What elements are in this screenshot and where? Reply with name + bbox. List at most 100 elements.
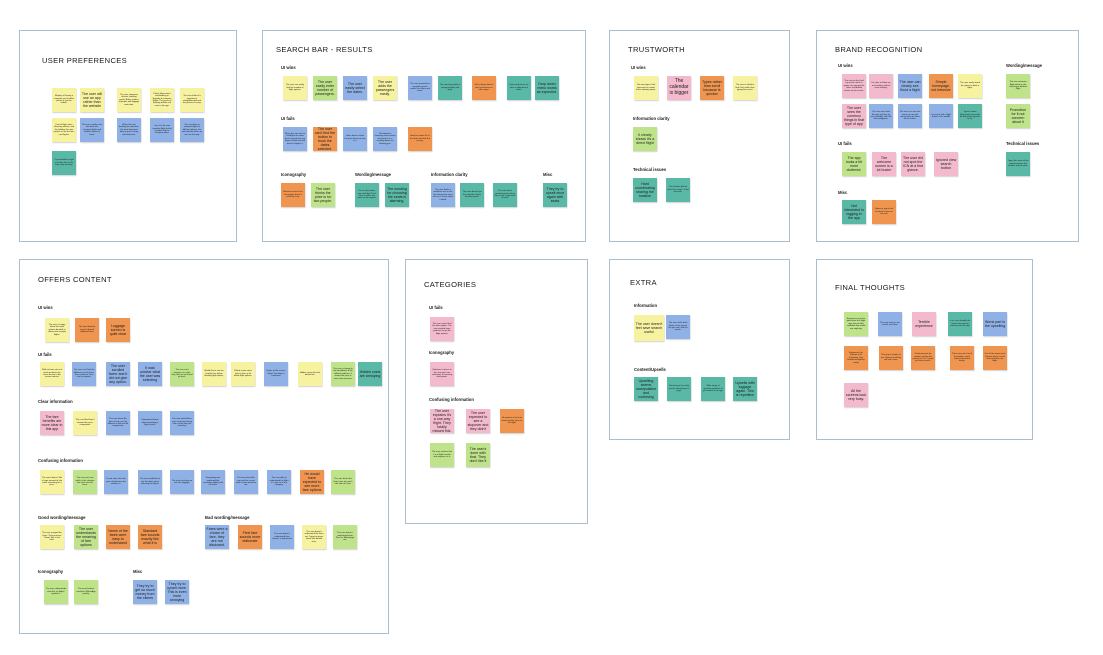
sticky-note[interactable]: Promotion for it not concern about it	[1006, 104, 1030, 128]
sticky-note[interactable]: The user usually uses one device to comp…	[80, 118, 104, 142]
sticky-note[interactable]: Drop down menu works as expected.	[535, 76, 559, 100]
sticky-note[interactable]: The user clicks back button to the searc…	[666, 315, 690, 339]
sticky-note[interactable]: The user easily enter number of passenge…	[313, 76, 337, 100]
sticky-note[interactable]: The user expected to see a stopover and …	[466, 409, 490, 433]
sticky-note[interactable]: The user can't find the difference in th…	[72, 362, 96, 386]
frame-categories[interactable]	[405, 259, 588, 524]
sticky-note[interactable]: Footer of the screen: 'Select' fee down …	[264, 362, 288, 386]
sticky-note[interactable]: The user cannot find the other option. T…	[430, 317, 454, 341]
sticky-note[interactable]: The calendar is bigger	[667, 76, 691, 100]
sticky-note[interactable]: They try to upsell more. This is even mo…	[165, 580, 189, 604]
sticky-note[interactable]: The user did not understand the flight i…	[267, 470, 291, 494]
sticky-note[interactable]: The user is happy about the more options…	[45, 318, 69, 342]
sticky-note[interactable]: It was unclear what the user was selecti…	[138, 362, 162, 386]
sticky-note[interactable]: Select dates doesn't feel as intrusive a…	[472, 76, 496, 100]
sticky-note[interactable]: The user is having to the breakdown of t…	[331, 362, 355, 386]
sticky-note[interactable]: It's clear to follow up and confirm with…	[869, 74, 893, 98]
sticky-note[interactable]: Is easy to find a flight button in the m…	[929, 104, 953, 128]
sticky-note[interactable]: The user explains it's a one-way flight.…	[430, 409, 454, 433]
sticky-note[interactable]: Dates and prices are clear in departure …	[507, 76, 531, 100]
sticky-note[interactable]: The user can't find the button to book t…	[313, 127, 337, 151]
sticky-note[interactable]: Everything was explained but confusing s…	[201, 470, 225, 494]
sticky-note[interactable]: Shift on fares not so it wont get down t…	[40, 362, 64, 386]
sticky-note[interactable]: They try to upsell once again with seats	[543, 183, 567, 207]
sticky-note[interactable]: The user will use an app rather than the…	[80, 88, 104, 112]
sticky-note[interactable]: The user easily found the option to book…	[958, 74, 982, 98]
sticky-note[interactable]: It's not clear dates, time and day? Don'…	[355, 183, 379, 207]
sticky-note[interactable]: The user did not spot the ICN at a first…	[901, 152, 925, 176]
sticky-note[interactable]: The icons bottom useful but WhatsApp qui…	[74, 580, 98, 604]
sticky-note[interactable]: The user liked the search showed additio…	[75, 318, 99, 342]
sticky-note[interactable]: Experience for Ryanair a bit frustrating…	[844, 346, 868, 370]
sticky-note[interactable]: He would have expected to see more fare …	[300, 470, 324, 494]
sticky-note[interactable]: The user found the app and the screen wa…	[234, 470, 258, 494]
sticky-note[interactable]: First of flight when choosing airlines, …	[52, 118, 76, 142]
sticky-note[interactable]: Majority of having a computer and a tabl…	[52, 88, 76, 112]
sticky-note[interactable]: The user enjoyed the fares. They perceiv…	[40, 525, 64, 549]
sticky-note[interactable]: The user assumes flight-status in the ch…	[1006, 74, 1030, 98]
sticky-note[interactable]: Types rather than scroll because is quic…	[700, 76, 724, 100]
sticky-note[interactable]: Hidden costs are annoying	[358, 362, 382, 386]
sticky-note[interactable]: The user found the fares easily, see the…	[106, 411, 130, 435]
sticky-note[interactable]: The user can see how many can see the ra…	[898, 104, 922, 128]
sticky-note[interactable]: Upsells with luggage again. This is repe…	[733, 377, 757, 401]
sticky-note[interactable]: Hard coordinating sharing the location	[633, 178, 657, 202]
sticky-note[interactable]: The user looks confused at first when th…	[493, 183, 517, 207]
sticky-note[interactable]: Option to sign in but he doesn't have an…	[872, 200, 896, 224]
sticky-note[interactable]: The user understands the meaning of fare…	[74, 525, 98, 549]
sticky-note[interactable]: The app looks a bit more cluttered.	[842, 152, 866, 176]
sticky-note[interactable]: The user sees the common things in that …	[842, 104, 866, 128]
frame-offers-content[interactable]	[19, 259, 389, 634]
sticky-note[interactable]: The user being able to compare flights a…	[438, 76, 462, 100]
sticky-note[interactable]: Would like to see the (inside) fare befo…	[202, 362, 226, 386]
sticky-note[interactable]: There was not a lot of the bottom, and i…	[950, 346, 974, 370]
sticky-note[interactable]: Types the name of the airport because th…	[1006, 152, 1030, 176]
sticky-note[interactable]: When the user tries to find flights for …	[283, 127, 307, 151]
sticky-note[interactable]: They try to get so much money from the c…	[133, 580, 157, 604]
sticky-note[interactable]: The user realizes that it is a flight tr…	[430, 443, 454, 467]
sticky-note[interactable]: It's not clear what the price should sav…	[104, 470, 128, 494]
sticky-note[interactable]: The only confusing on was the luggage.	[170, 470, 194, 494]
sticky-note[interactable]: Terrible experience	[912, 312, 936, 336]
frame-extra[interactable]	[609, 259, 790, 440]
sticky-note[interactable]: He expects a lot to be shown and be clea…	[500, 409, 524, 433]
sticky-note[interactable]: The user thinks the fares have too much …	[331, 470, 355, 494]
sticky-note[interactable]: The user would like to see the dates whe…	[138, 470, 162, 494]
sticky-note[interactable]: The wording for choosing the seats is al…	[385, 183, 409, 207]
sticky-note[interactable]: Fares were a choice of fare, they are no…	[205, 525, 229, 549]
sticky-note[interactable]: It's preferable to fight a lot dont fear…	[52, 151, 76, 175]
sticky-note[interactable]: Good measure for comfort, options the jo…	[911, 346, 935, 370]
sticky-note[interactable]: Pliable some notes help to learn a bit a…	[231, 362, 255, 386]
sticky-note[interactable]: The user compares airlines, booking port…	[117, 88, 141, 112]
sticky-note[interactable]: The user can easily find the number of f…	[283, 76, 307, 100]
sticky-note[interactable]: The user thinks it would be nice to see …	[431, 183, 455, 207]
sticky-note[interactable]: Simple homepage, not intrusive	[929, 74, 953, 98]
sticky-note[interactable]: The welcome screen is a lot busier	[872, 152, 896, 176]
sticky-note[interactable]: Ignored view search button	[934, 152, 958, 176]
sticky-note[interactable]: The user can't see which is the cheaper …	[73, 470, 97, 494]
sticky-note[interactable]: The user can clearly see flood a flight	[898, 74, 922, 98]
sticky-note[interactable]: Not interested in logging in the app	[842, 200, 866, 224]
sticky-note[interactable]: Is it a user friendly the search site an…	[948, 312, 972, 336]
sticky-note[interactable]: The user doesn't understand the fares se…	[302, 525, 326, 549]
sticky-note[interactable]: The user thinks the price is for two peo…	[311, 183, 335, 207]
sticky-note[interactable]: When the user booking for someone, the m…	[117, 118, 141, 142]
sticky-note[interactable]: Hard to confirm if it is the date select…	[408, 127, 432, 151]
sticky-note[interactable]: The user doesn't understand what 'Flexi'…	[333, 525, 357, 549]
sticky-note[interactable]: Standard fare sounds exactly like what i…	[138, 525, 162, 549]
sticky-note[interactable]: I use it to the user traveling flight to…	[150, 118, 174, 142]
sticky-note[interactable]: The user easy to use and all was clear.	[878, 312, 902, 336]
sticky-note[interactable]: The user types Cork because he cannot fi…	[634, 76, 658, 100]
sticky-note[interactable]: The app is simpler to use. Ryanair and t…	[879, 346, 903, 370]
sticky-note[interactable]: The user would like a price structure ha…	[170, 411, 194, 435]
sticky-note[interactable]: The bottom to choosing seats cannot be f…	[373, 127, 397, 151]
sticky-note[interactable]: Selection arrow to for two people doesn'…	[281, 183, 305, 207]
sticky-note[interactable]: Flexi fare sounds more elaborate	[238, 525, 262, 549]
sticky-note[interactable]: Dates doesn't show the price because how…	[343, 127, 367, 151]
sticky-note[interactable]: The user's done with that. They don't li…	[466, 443, 490, 467]
sticky-note[interactable]: The user doesn't feel save search useful	[634, 315, 664, 341]
sticky-note[interactable]: Luggage screen is quite clear	[106, 318, 130, 342]
sticky-note[interactable]: The user doesn't get the calendar shows …	[460, 183, 484, 207]
sticky-note[interactable]: The location did not affect the search. …	[666, 178, 690, 202]
sticky-note[interactable]: All the screens look very busy.	[844, 383, 868, 407]
